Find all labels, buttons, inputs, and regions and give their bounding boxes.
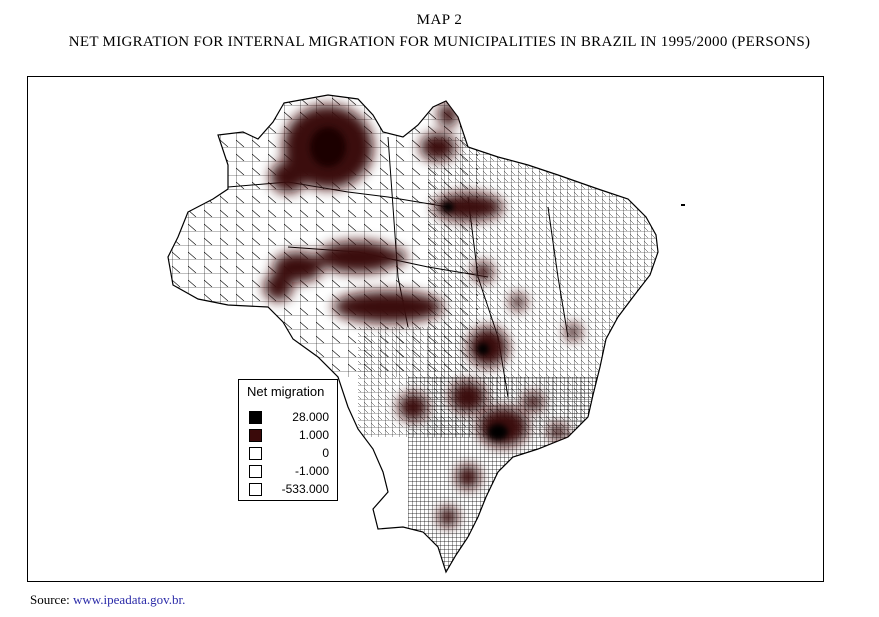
brazil-municipality-map	[167, 94, 685, 574]
map-number-label: MAP 2	[416, 12, 463, 28]
legend-value: 0	[322, 446, 329, 460]
legend-value: 1.000	[298, 428, 329, 442]
legend-value: -533.000	[281, 482, 329, 496]
legend-item: -533.000	[249, 482, 333, 498]
legend-item: 0	[249, 446, 333, 462]
legend-swatch	[249, 429, 262, 442]
legend-value: 28.000	[292, 410, 329, 424]
map-title: NET MIGRATION FOR INTERNAL MIGRATION FOR…	[68, 34, 811, 50]
highest-migration-areas	[310, 127, 508, 440]
map-legend: Net migration 28.000 1.000 0 -1.000 -533…	[238, 379, 338, 501]
map-frame: Net migration 28.000 1.000 0 -1.000 -533…	[27, 76, 824, 582]
legend-item: 1.000	[249, 428, 333, 444]
legend-swatch	[249, 483, 262, 496]
legend-swatch	[249, 447, 262, 460]
municipality-boundaries	[168, 95, 658, 572]
legend-item: -1.000	[249, 464, 333, 480]
legend-swatch	[249, 465, 262, 478]
positive-migration-areas	[264, 103, 581, 527]
legend-item: 28.000	[249, 410, 333, 426]
legend-swatch	[249, 411, 262, 424]
source-link[interactable]: www.ipeadata.gov.br.	[72, 592, 186, 607]
offshore-island	[681, 204, 685, 206]
source-prefix: Source:	[30, 592, 73, 607]
source-note: Source: www.ipeadata.gov.br.	[30, 592, 185, 608]
legend-title: Net migration	[247, 384, 325, 399]
legend-value: -1.000	[294, 464, 329, 478]
